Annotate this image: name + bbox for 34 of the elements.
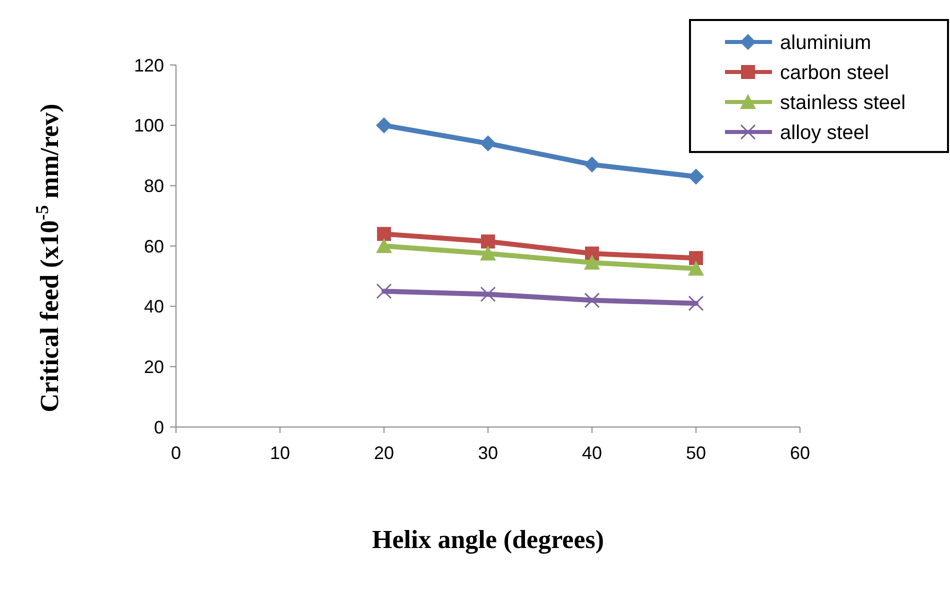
y-tick-label: 60	[144, 236, 164, 256]
legend-label: alloy steel	[780, 122, 869, 144]
x-tick-label: 40	[582, 443, 602, 463]
y-tick-label: 80	[144, 176, 164, 196]
point	[688, 260, 704, 276]
point	[584, 156, 600, 173]
point	[377, 226, 391, 241]
x-tick-label: 10	[270, 443, 290, 463]
point	[480, 286, 496, 302]
point	[584, 254, 600, 270]
point	[689, 251, 703, 266]
point	[688, 296, 704, 312]
y-tick-label: 100	[134, 116, 164, 136]
x-tick-label: 0	[170, 443, 182, 463]
legend-label: stainless steel	[780, 92, 906, 114]
point	[480, 135, 496, 152]
x-tick-label: 30	[478, 443, 498, 463]
x-tick-label: 50	[686, 443, 706, 463]
y-tick-label: 20	[144, 356, 164, 377]
point	[584, 292, 600, 308]
point	[376, 238, 392, 253]
y-tick-label: 0	[154, 417, 164, 438]
y-tick-label: 40	[144, 296, 164, 317]
x-tick-label: 60	[790, 443, 810, 463]
x-tick-label: 20	[374, 443, 394, 463]
legend-label: carbon steel	[780, 62, 889, 84]
point	[376, 284, 392, 299]
y-tick-label: 120	[134, 55, 164, 76]
point	[480, 246, 496, 261]
point	[376, 117, 392, 134]
x-axis-title: Helix angle (degrees)	[372, 525, 604, 554]
point	[481, 234, 495, 248]
point	[688, 168, 704, 185]
legend-label: aluminium	[780, 32, 872, 54]
